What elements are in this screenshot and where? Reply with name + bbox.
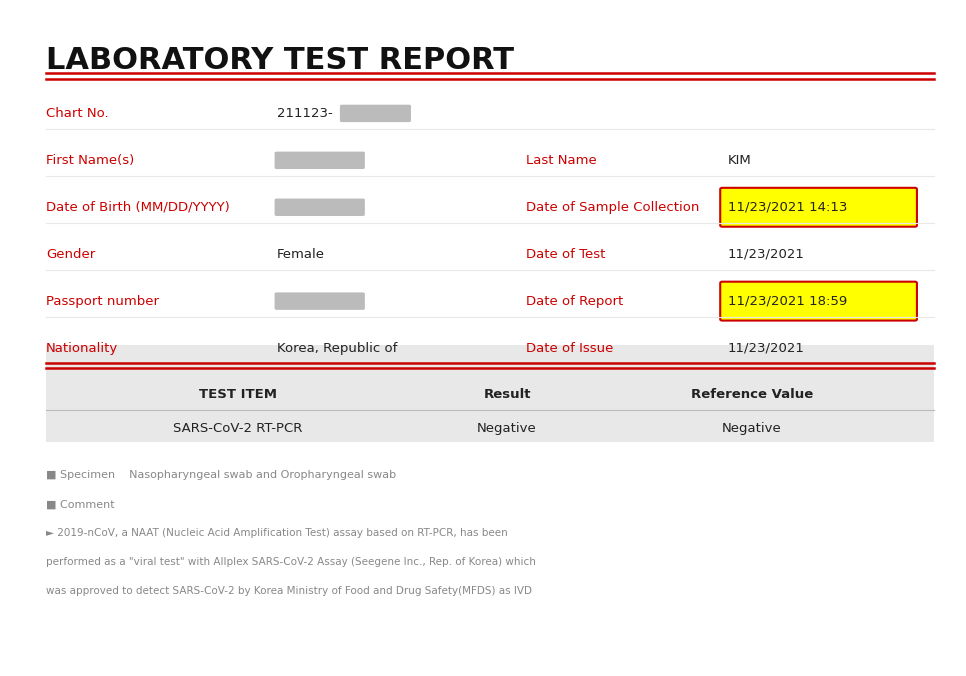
FancyBboxPatch shape — [274, 151, 365, 169]
FancyBboxPatch shape — [274, 199, 365, 216]
Text: Nationality: Nationality — [46, 341, 118, 354]
Text: First Name(s): First Name(s) — [46, 154, 134, 167]
Text: LABORATORY TEST REPORT: LABORATORY TEST REPORT — [46, 47, 514, 75]
Text: Passport number: Passport number — [46, 295, 159, 308]
Text: SARS-CoV-2 RT-PCR: SARS-CoV-2 RT-PCR — [174, 422, 302, 435]
FancyBboxPatch shape — [274, 293, 365, 310]
Text: 11/23/2021: 11/23/2021 — [728, 341, 805, 354]
Text: 211123-: 211123- — [276, 107, 332, 120]
Text: Negative: Negative — [722, 422, 781, 435]
Text: Reference Value: Reference Value — [691, 389, 813, 402]
FancyBboxPatch shape — [721, 282, 917, 320]
Text: 11/23/2021 14:13: 11/23/2021 14:13 — [728, 201, 847, 214]
Text: Negative: Negative — [477, 422, 537, 435]
Text: Female: Female — [276, 247, 325, 261]
FancyBboxPatch shape — [340, 105, 411, 122]
Text: Gender: Gender — [46, 247, 96, 261]
Text: ► 2019-nCoV, a NAAT (Nucleic Acid Amplification Test) assay based on RT-PCR, has: ► 2019-nCoV, a NAAT (Nucleic Acid Amplif… — [46, 528, 508, 538]
Text: performed as a "viral test" with Allplex SARS-CoV-2 Assay (Seegene Inc., Rep. of: performed as a "viral test" with Allplex… — [46, 557, 536, 567]
FancyBboxPatch shape — [46, 345, 934, 442]
Text: Last Name: Last Name — [526, 154, 597, 167]
Text: 11/23/2021: 11/23/2021 — [728, 247, 805, 261]
Text: Date of Issue: Date of Issue — [526, 341, 613, 354]
Text: Date of Sample Collection: Date of Sample Collection — [526, 201, 699, 214]
Text: Date of Test: Date of Test — [526, 247, 606, 261]
Text: ■ Comment: ■ Comment — [46, 500, 115, 509]
Text: Korea, Republic of: Korea, Republic of — [276, 341, 397, 354]
Text: was approved to detect SARS-CoV-2 by Korea Ministry of Food and Drug Safety(MFDS: was approved to detect SARS-CoV-2 by Kor… — [46, 586, 532, 596]
Text: Chart No.: Chart No. — [46, 107, 108, 120]
Text: KIM: KIM — [728, 154, 752, 167]
FancyBboxPatch shape — [721, 188, 917, 226]
Text: Date of Birth (MM/DD/YYYY): Date of Birth (MM/DD/YYYY) — [46, 201, 230, 214]
Text: ■ Specimen    Nasopharyngeal swab and Oropharyngeal swab: ■ Specimen Nasopharyngeal swab and Oroph… — [46, 470, 396, 481]
Text: Result: Result — [483, 389, 530, 402]
Text: 11/23/2021 18:59: 11/23/2021 18:59 — [728, 295, 847, 308]
Text: TEST ITEM: TEST ITEM — [199, 389, 277, 402]
Text: Date of Report: Date of Report — [526, 295, 623, 308]
